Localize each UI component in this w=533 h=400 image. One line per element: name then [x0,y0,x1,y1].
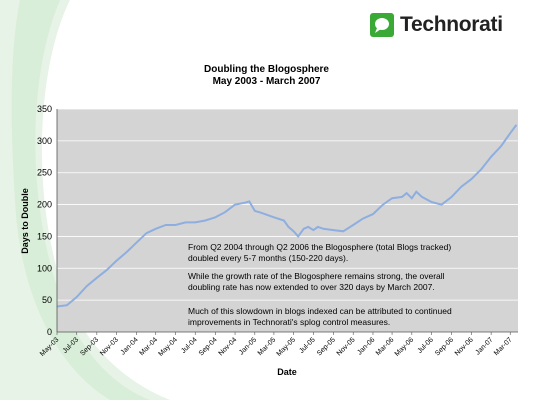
x-axis-label: Date [277,367,297,377]
brand-name: Technorati [400,13,503,36]
y-tick-label: 250 [37,168,52,178]
x-tick-label: Sep-06 [434,336,455,357]
gridlines [57,108,518,301]
y-axis-label: Days to Double [20,188,30,254]
technorati-logo: Technorati [370,10,503,40]
x-tick-label: May-05 [276,336,298,358]
x-tick-label: Jan-04 [120,336,140,356]
y-tick-label: 150 [37,231,52,241]
series-line [56,124,518,308]
y-axis-ticks: 0 50 100 150 200 250 300 350 [37,104,52,337]
y-tick-label: 300 [37,136,52,146]
x-tick-label: Sep-05 [316,336,337,357]
x-tick-label: Nov-06 [454,336,475,357]
x-tick-label: May-06 [394,336,416,358]
annotation-line: doubling rate has now extended to over 3… [188,282,435,292]
plot-area [57,109,518,332]
chart-title-block: Doubling the Blogosphere May 2003 - Marc… [0,64,533,88]
x-tick-label: Nov-05 [336,336,357,357]
x-tick-label: Mar-06 [375,336,396,357]
y-tick-label: 100 [37,263,52,273]
x-tick-label: Sep-04 [198,336,219,357]
speech-bubble-logo-icon [370,13,394,37]
y-tick-label: 200 [37,200,52,210]
x-tick-label: Jul-05 [298,336,317,355]
x-tick-label: Jan-05 [238,336,258,356]
x-tick-label: Mar-04 [139,336,160,357]
annotation-line: From Q2 2004 through Q2 2006 the Blogosp… [188,242,451,252]
x-tick-label: Nov-03 [99,336,120,357]
x-tick-label: Nov-04 [218,336,239,357]
x-tick-label: Jul-04 [180,336,199,355]
x-tick-label: Sep-03 [79,336,100,357]
annotation-line: Much of this slowdown in blogs indexed c… [188,306,452,316]
x-tick-label: May-04 [157,336,179,358]
annotation-line: While the growth rate of the Blogosphere… [188,271,445,281]
y-tick-label: 0 [47,327,52,337]
x-tick-label: Jan-06 [356,336,376,356]
chart-subtitle: May 2003 - March 2007 [212,76,321,87]
chart-title: Doubling the Blogosphere [204,64,329,75]
y-tick-label: 50 [42,295,52,305]
x-tick-label: Mar-05 [257,336,278,357]
x-tick-label: Mar-07 [493,336,514,357]
y-tick-label: 350 [37,104,52,114]
annotation-line: improvements in Technorati's splog contr… [188,317,390,327]
annotation-text: From Q2 2004 through Q2 2006 the Blogosp… [188,242,452,327]
x-tick-label: Jan-07 [474,336,494,356]
annotation-line: doubled every 5-7 months (150-220 days). [188,253,348,263]
x-tick-label: Jul-06 [417,336,436,355]
x-tick-label: May-03 [39,336,61,358]
x-tick-label: Jul-03 [62,336,81,355]
